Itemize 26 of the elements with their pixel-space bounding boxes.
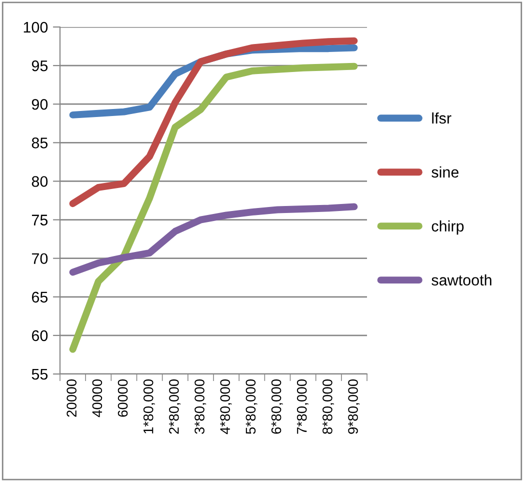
x-tick-label: 20000 <box>66 379 77 417</box>
y-tick-label: 80 <box>32 176 48 187</box>
x-tick-label: 9*80,000 <box>348 379 360 434</box>
x-tick-label: 1*80,000 <box>143 379 155 434</box>
x-tick-label: 7*80,000 <box>296 379 308 434</box>
y-tick-label: 85 <box>32 138 48 148</box>
legend-label: sawtooth <box>432 274 492 286</box>
x-tick-label: 4*80,000 <box>220 379 232 434</box>
x-tick-label: 6*80,000 <box>271 379 283 434</box>
x-tick-label: 2*80,000 <box>169 379 180 434</box>
y-tick-label: 100 <box>24 22 48 33</box>
x-tick-label: 40000 <box>92 379 102 418</box>
y-tick-label: 60 <box>32 330 48 342</box>
y-tick-label: 75 <box>32 214 48 226</box>
x-tick-label: 60000 <box>118 379 128 417</box>
x-tick-label: 3*80,000 <box>194 379 206 434</box>
y-tick-label: 95 <box>32 60 48 72</box>
x-tick-label: 8*80,000 <box>322 379 334 434</box>
x-tick-label: 5*80,000 <box>246 379 258 434</box>
y-tick-label: 65 <box>32 292 48 303</box>
legend-label: lfsr <box>432 112 452 124</box>
y-tick-label: 55 <box>32 369 48 380</box>
legend-label: chirp <box>432 220 464 235</box>
legend-label: sine <box>432 166 459 178</box>
y-tick-label: 70 <box>32 253 48 264</box>
y-tick-label: 90 <box>32 98 48 110</box>
